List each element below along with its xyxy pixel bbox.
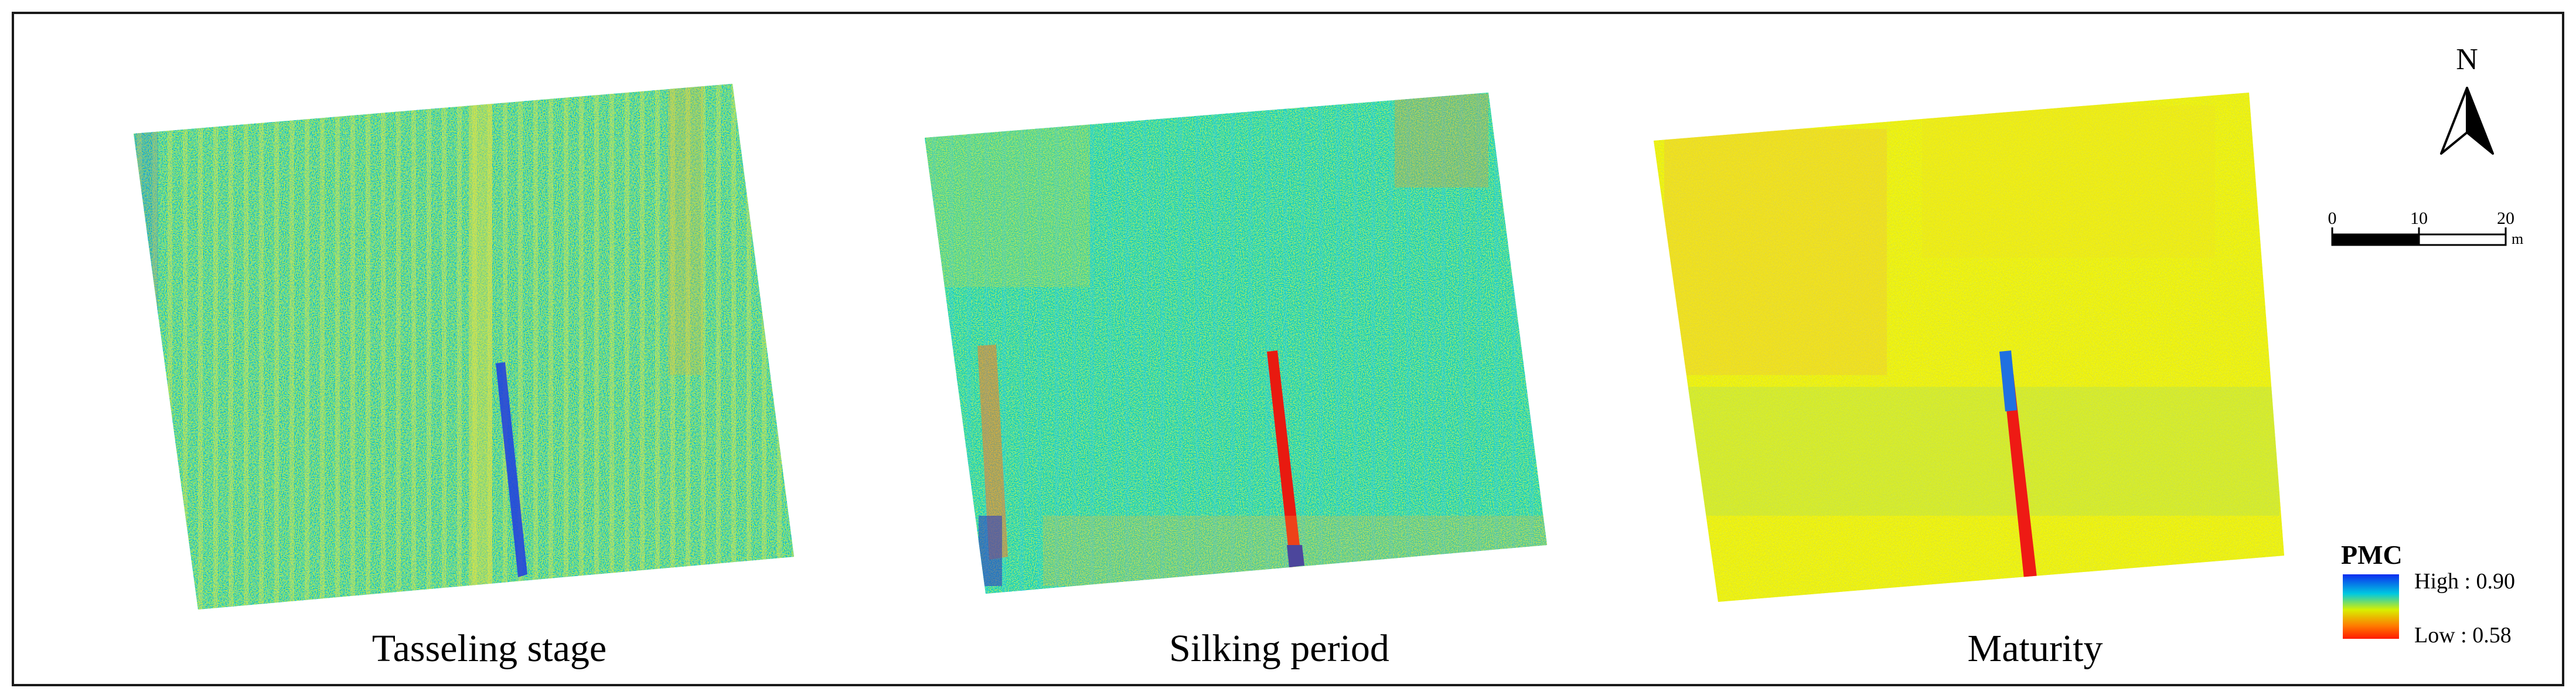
north-arrow-label: N	[2456, 43, 2478, 76]
scale-tick-10: 10	[2410, 209, 2428, 228]
map-panel-tasseling	[134, 84, 794, 610]
panel-title-maturity: Maturity	[1968, 627, 2103, 670]
panel-title-tasseling: Tasseling stage	[372, 627, 606, 670]
legend-high-label: High : 0.90	[2414, 569, 2515, 594]
scale-unit: m	[2512, 230, 2523, 247]
legend-color-ramp	[2343, 574, 2399, 639]
scale-bar	[2331, 227, 2507, 246]
legend-low-label: Low : 0.58	[2414, 623, 2512, 648]
scale-tick-20: 20	[2497, 209, 2514, 228]
map-panel-silking	[925, 93, 1547, 594]
scale-tick-0: 0	[2328, 209, 2337, 228]
north-arrow-icon	[2440, 87, 2494, 155]
panel-title-silking: Silking period	[1169, 627, 1389, 670]
map-panel-maturity	[1654, 93, 2284, 602]
legend-title: PMC	[2341, 540, 2403, 570]
